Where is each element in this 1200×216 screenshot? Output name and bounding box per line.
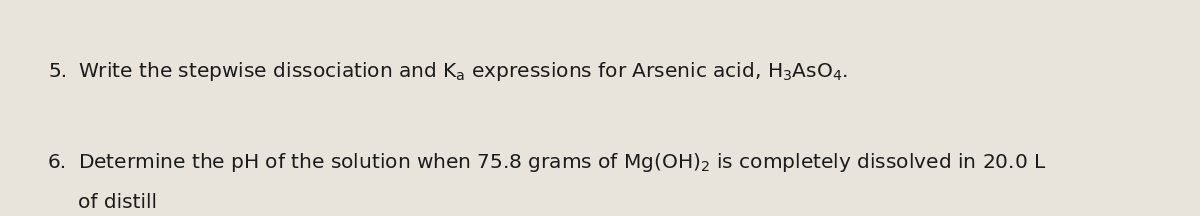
Text: Write the stepwise dissociation and K$_{\mathregular{a}}$ expressions for Arseni: Write the stepwise dissociation and K$_{… <box>78 60 848 83</box>
Text: 6.: 6. <box>48 152 67 172</box>
Text: 5.: 5. <box>48 62 67 81</box>
Text: of distill: of distill <box>78 193 157 212</box>
Text: Determine the pH of the solution when 75.8 grams of Mg(OH)$_{\mathregular{2}}$ i: Determine the pH of the solution when 75… <box>78 151 1046 173</box>
